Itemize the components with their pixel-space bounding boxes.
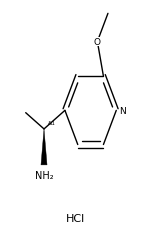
Text: &1: &1 (47, 120, 55, 125)
Polygon shape (41, 129, 47, 165)
Text: NH₂: NH₂ (35, 170, 53, 180)
Text: HCl: HCl (66, 213, 85, 223)
Text: O: O (94, 38, 101, 47)
Text: N: N (120, 106, 126, 115)
